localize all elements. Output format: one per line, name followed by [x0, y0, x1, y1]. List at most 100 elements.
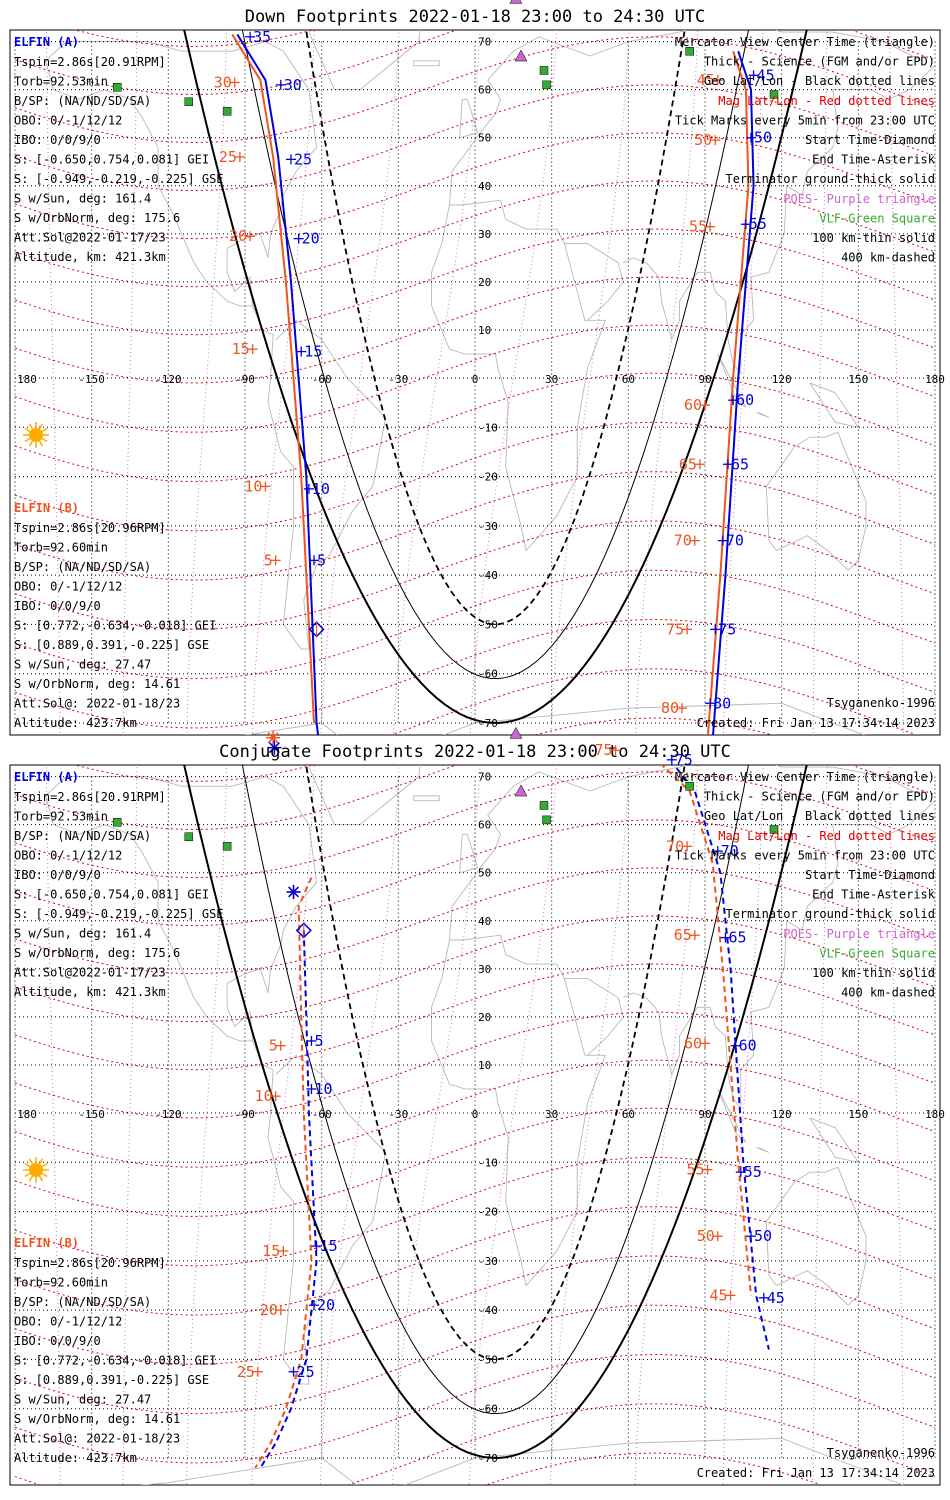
- tick-label: 75: [675, 751, 693, 769]
- legend-entry: Mercator View Center Time (triangle): [675, 35, 935, 49]
- created-timestamp: Created: Fri Jan 13 17:34:14 2023: [697, 1466, 935, 1480]
- elfin-a-line: S w/Sun, deg: 161.4: [14, 192, 151, 206]
- lat-tick-label: -60: [478, 668, 498, 681]
- axis-labels: 180 -150 -120 -90 -60 -30 0 30 60 90 120 150 180 70 60…: [17, 771, 945, 1465]
- vlf-square-2: [685, 46, 694, 56]
- coastline-2: [45, 60, 159, 148]
- lon-tick-label: -150: [78, 1108, 105, 1121]
- elfin-a-line: S: [-0.650,0.754,0.081] GEI: [14, 153, 209, 167]
- sun-icon: [23, 1157, 49, 1183]
- tick-label: 15: [304, 343, 322, 361]
- legend: Mercator View Center Time (triangle) Thic…: [675, 770, 936, 1000]
- panel-frame: [9, 764, 941, 1486]
- legend-entry: Mag Lat/Lon - Red dotted lines: [718, 94, 935, 108]
- tick-label: 20: [229, 227, 247, 245]
- tick-label: 15: [232, 340, 250, 358]
- tick-label: 80: [713, 694, 731, 712]
- mag-lat-line: [14, 520, 936, 630]
- coastline-6: [564, 978, 624, 1056]
- elfin-a-line: Torb=92.53min: [14, 810, 108, 824]
- lon-tick-label: 0: [472, 1108, 479, 1121]
- elfin-b-line: Att.Sol@: 2022-01-18/23: [14, 697, 180, 711]
- mag-meridian-11: [889, 765, 905, 1485]
- tick-label: 20: [260, 1301, 278, 1319]
- tick-label: 45: [757, 66, 775, 84]
- mag-lat-line: [389, 668, 919, 735]
- elfin-b-line: S: [0.772,-0.634,-0.018] GEI: [14, 1354, 216, 1368]
- tick-label: 10: [314, 1080, 332, 1098]
- vlf-square-5: [184, 97, 194, 106]
- elfin-b-line: S: [0.889,0.391,-0.225] GSE: [14, 1373, 209, 1387]
- lon-tick-label: 0: [472, 373, 479, 386]
- elfin-b-line: Altitude: 423.7km: [14, 1451, 137, 1465]
- lon-tick-label: 180: [17, 373, 37, 386]
- coastline-6: [564, 242, 624, 321]
- elfin-b-line: IBO: 0/0/9/0: [14, 1334, 101, 1348]
- lat-tick-label: -30: [478, 520, 498, 533]
- tick-label: 15: [262, 1242, 280, 1260]
- tick-label: 20: [317, 1296, 335, 1314]
- lat-tick-label: 40: [478, 180, 491, 193]
- elfin-b-info: ELFIN (B) Tspin=2.86s[20.96RPM] Torb=92.60…: [14, 1236, 216, 1465]
- tick-label: 30: [214, 73, 232, 91]
- tick-label: 75: [594, 741, 612, 759]
- elfin-a-header: ELFIN (A): [14, 35, 79, 49]
- lon-tick-label: -90: [235, 373, 255, 386]
- elfin-b-line: S: [0.772,-0.634,-0.018] GEI: [14, 619, 216, 633]
- lat-tick-label: 60: [478, 84, 491, 97]
- lon-tick-label: 90: [698, 1108, 711, 1121]
- lon-tick-label: 30: [545, 1108, 558, 1121]
- lon-tick-label: 120: [772, 1108, 792, 1121]
- tick-label: 65: [728, 929, 746, 947]
- map-area: [14, 30, 936, 735]
- tick-label: 65: [679, 455, 697, 473]
- elfin-b-header: ELFIN (B): [14, 1236, 79, 1250]
- elfin-b-info: ELFIN (B) Tspin=2.86s[20.96RPM] Torb=92.60…: [14, 501, 216, 730]
- elfin-a-line: B/SP: (NA/ND/SD/SA): [14, 829, 151, 843]
- time-tick-marks: 5 10 15 20 25 75 70 65 60 55 50 45 5 10 15 20 25 75 70 65 60…: [237, 741, 785, 1381]
- vlf-square-6: [222, 842, 232, 851]
- tick-label: 5: [314, 1032, 323, 1050]
- legend-entry: Geo Lat/Lon - Black dotted lines: [704, 809, 935, 823]
- panel-frame: [9, 29, 941, 736]
- elfin-a-line: Att.Sol@2022-01-17/23: [14, 966, 166, 980]
- tick-label: 45: [697, 71, 715, 89]
- legend-entry: VLF-Green Square: [819, 946, 935, 960]
- vlf-square-3: [769, 825, 779, 834]
- elfin-a-line: S: [-0.650,0.754,0.081] GEI: [14, 888, 209, 902]
- tick-label: 10: [255, 1087, 273, 1105]
- lat-tick-label: 40: [478, 915, 491, 928]
- mag-lat-line: [14, 471, 936, 581]
- elfin-b-line: Tspin=2.86s[20.96RPM]: [14, 521, 166, 535]
- elfin-a-line: Tspin=2.86s[20.91RPM]: [14, 790, 166, 804]
- tick-label: 25: [294, 150, 312, 168]
- legend-entry: Terminator ground-thick solid: [725, 907, 935, 921]
- elfin-b-line: S w/OrbNorm, deg: 14.61: [14, 677, 180, 691]
- coastline-8: [765, 1166, 867, 1306]
- lon-tick-label: 30: [545, 373, 558, 386]
- coastline-5: [431, 934, 606, 1287]
- panel-title: Down Footprints 2022-01-18 23:00 to 24:3…: [245, 7, 706, 27]
- tick-label: 55: [749, 215, 767, 233]
- coastline-11: [809, 1117, 860, 1163]
- poes-triangle-1: [514, 784, 528, 797]
- lat-tick-label: 60: [478, 819, 491, 832]
- tick-label: 45: [767, 1289, 785, 1307]
- tick-label: 55: [689, 218, 707, 236]
- elfin-a-info: ELFIN (A) Tspin=2.86s[20.91RPM] Torb=92.53…: [14, 35, 224, 264]
- mag-meridian-10: [812, 765, 828, 1485]
- tick-label: 65: [731, 455, 749, 473]
- lon-tick-label: -60: [312, 373, 332, 386]
- elfin-a-line: B/SP: (NA/ND/SD/SA): [14, 94, 151, 108]
- lat-tick-label: -70: [478, 717, 498, 730]
- mag-lat-line: [14, 1255, 936, 1365]
- vlf-square-0: [539, 66, 549, 75]
- tick-label: 70: [726, 532, 744, 550]
- tick-label: 55: [686, 1161, 704, 1179]
- lat-tick-label: 30: [478, 963, 491, 976]
- mag-lat-line: [14, 372, 936, 482]
- elfin-a-track-west: [259, 930, 318, 1469]
- tick-label: 50: [754, 129, 772, 147]
- lon-tick-label: 180: [17, 1108, 37, 1121]
